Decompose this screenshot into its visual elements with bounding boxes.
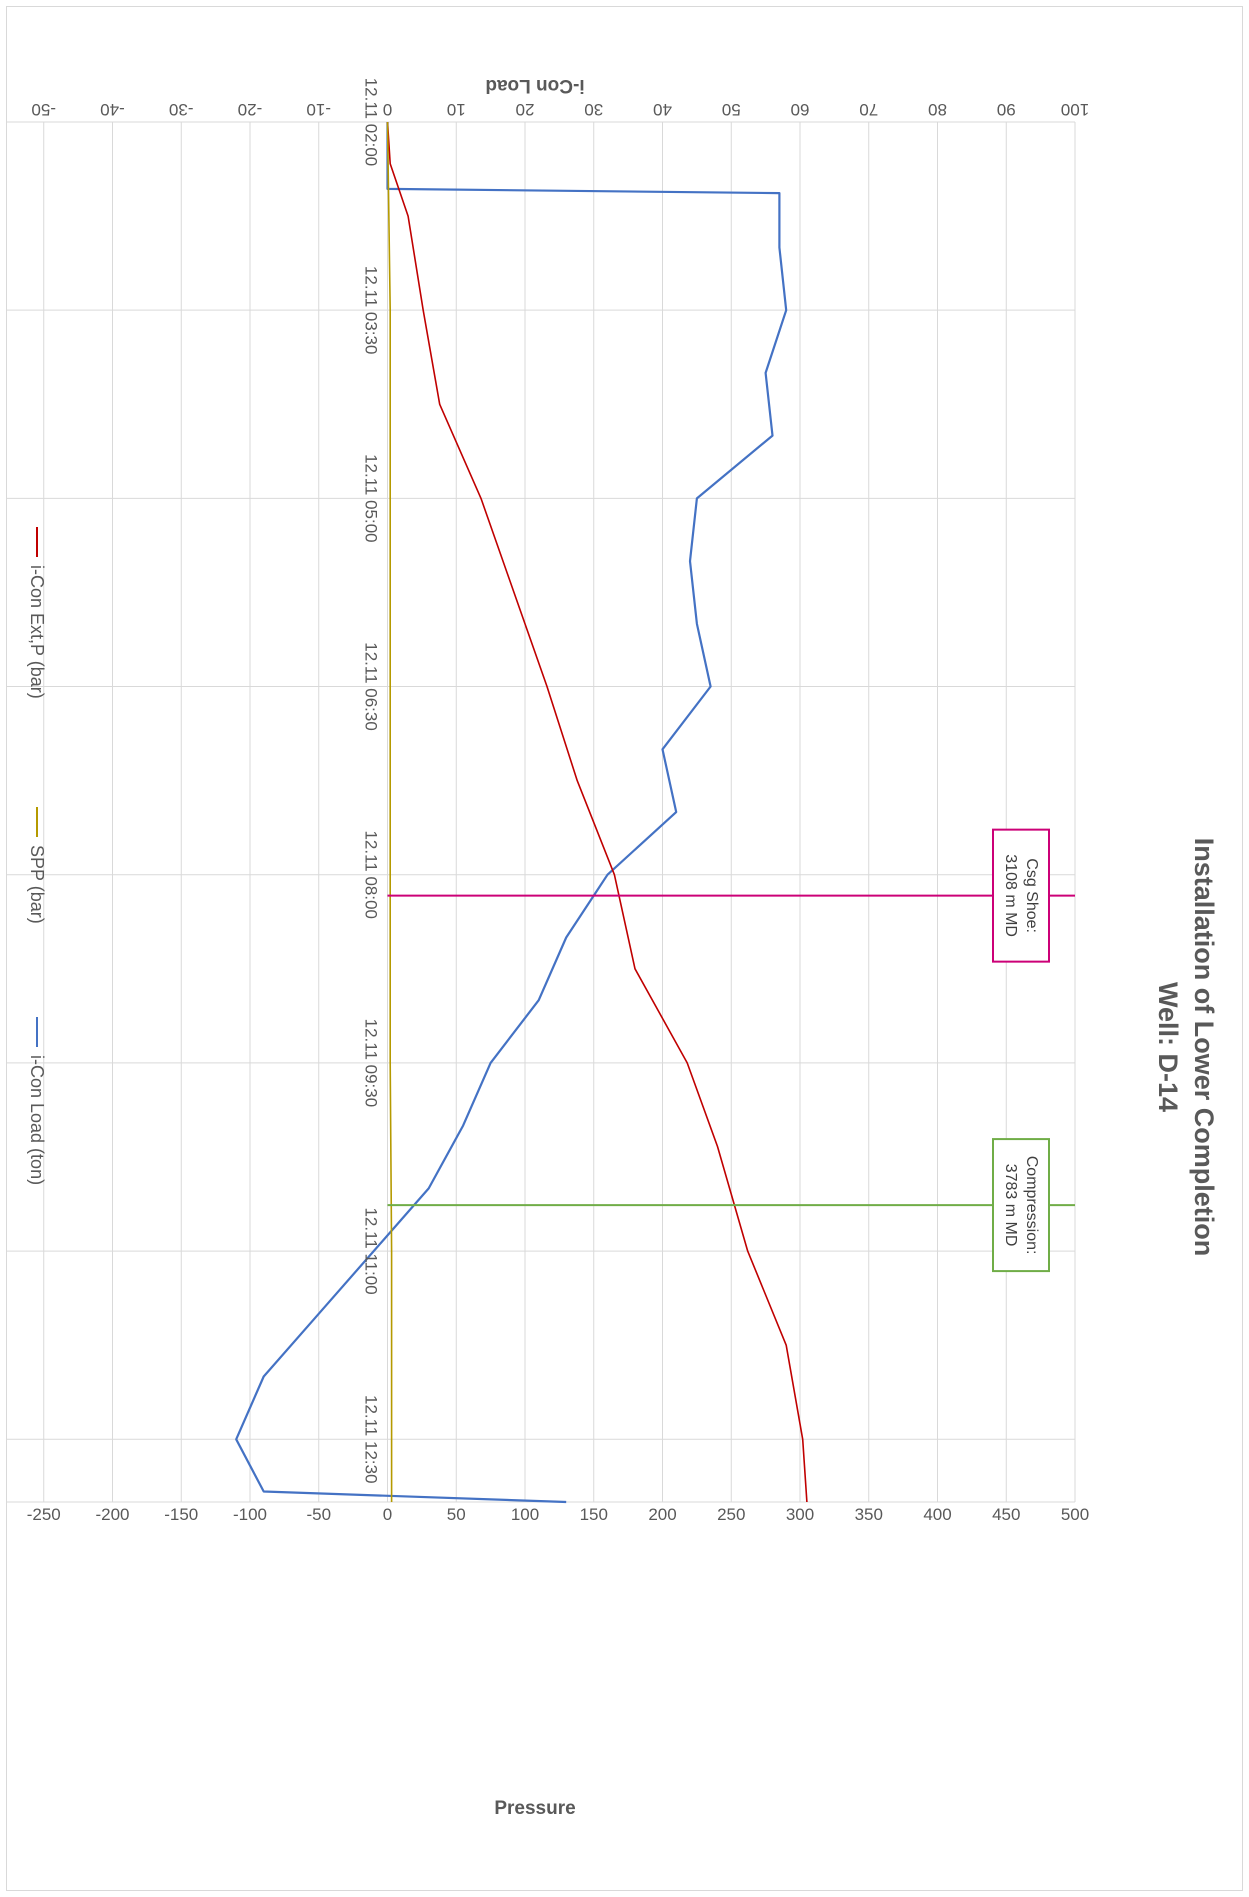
- tick-labels: -60-50-40-30-20-100102030405060708090100…: [27, 78, 1089, 1524]
- x-tick-label: 12.11 09:30: [362, 1019, 381, 1108]
- series-line-2: [235, 122, 788, 1504]
- y-right-tick-label: -200: [95, 1505, 129, 1524]
- y-left-tick-label: 0: [383, 100, 392, 119]
- y-left-tick-label: 20: [516, 100, 535, 119]
- y-right-tick-label: 250: [717, 1505, 745, 1524]
- chart-rotated-area: Csg Shoe: 3108 m MD Compression: 3783 m MD …: [7, 7, 1247, 1887]
- y-left-tick-label: -10: [306, 100, 331, 119]
- y-right-tick-label: -150: [164, 1505, 198, 1524]
- x-tick-label: 12.11 02:00: [362, 78, 381, 167]
- legend-label-0: i-Con Ext,P (bar): [27, 565, 47, 699]
- chart-frame: Csg Shoe: 3108 m MD Compression: 3783 m MD …: [6, 6, 1243, 1891]
- y-right-tick-label: -50: [306, 1505, 331, 1524]
- y-left-tick-label: -50: [31, 100, 56, 119]
- y-right-tick-label: 50: [447, 1505, 466, 1524]
- legend-label-1: SPP (bar): [27, 845, 47, 924]
- annotation-label-1: Compression:: [1023, 1156, 1040, 1255]
- grid: [7, 121, 1076, 1503]
- series-layer: [235, 121, 808, 1504]
- x-tick-label: 12.11 12:30: [362, 1395, 381, 1484]
- x-tick-label: 12.11 05:00: [362, 454, 381, 543]
- y-left-tick-label: 40: [653, 100, 672, 119]
- y-right-axis-title: Pressure: [494, 1798, 575, 1819]
- y-left-tick-label: -20: [238, 100, 263, 119]
- y-right-tick-label: 200: [648, 1505, 676, 1524]
- y-right-tick-label: 500: [1061, 1505, 1089, 1524]
- annotations: Csg Shoe:3108 m MD Compression:3783 m MD: [387, 828, 1075, 1273]
- y-left-tick-label: -30: [169, 100, 194, 119]
- x-tick-label: 12.11 03:30: [362, 266, 381, 355]
- annotation-label-0: Csg Shoe:: [1023, 858, 1040, 933]
- series-line-0: [386, 121, 808, 1503]
- y-left-tick-label: 50: [722, 100, 741, 119]
- y-right-tick-label: 400: [923, 1505, 951, 1524]
- annotation-value-0: 3108 m MD: [1002, 854, 1019, 937]
- y-right-tick-label: -250: [27, 1505, 61, 1524]
- y-left-tick-label: 10: [447, 100, 466, 119]
- y-left-tick-label: 60: [791, 100, 810, 119]
- y-left-axis-title: i-Con Load: [485, 75, 584, 96]
- chart-title: Installation of Lower Completion: [1189, 838, 1219, 1257]
- annotation-box-0: [992, 828, 1050, 963]
- y-left-tick-label: -40: [100, 100, 125, 119]
- y-left-tick-label: 70: [859, 100, 878, 119]
- annotation-box-1: [992, 1138, 1050, 1273]
- chart-subtitle: Well: D-14: [1153, 982, 1183, 1112]
- series-line-1: [386, 121, 393, 1502]
- y-right-tick-label: 350: [855, 1505, 883, 1524]
- x-tick-label: 12.11 08:00: [362, 830, 381, 919]
- legend: i-Con Ext,P (bar) SPP (bar) i-Con Load (to…: [27, 527, 47, 1185]
- y-right-tick-label: 0: [383, 1505, 392, 1524]
- y-left-tick-label: 100: [1061, 100, 1089, 119]
- y-right-tick-label: 450: [992, 1505, 1020, 1524]
- y-left-tick-label: 80: [928, 100, 947, 119]
- y-right-tick-label: 300: [786, 1505, 814, 1524]
- x-tick-label: 12.11 06:30: [362, 642, 381, 731]
- annotation-value-1: 3783 m MD: [1002, 1164, 1019, 1247]
- legend-label-2: i-Con Load (ton): [27, 1055, 47, 1185]
- x-tick-label: 12.11 11:00: [362, 1207, 381, 1294]
- y-right-tick-label: 150: [580, 1505, 608, 1524]
- y-left-tick-label: 90: [997, 100, 1016, 119]
- y-right-tick-label: 100: [511, 1505, 539, 1524]
- y-left-tick-label: 30: [584, 100, 603, 119]
- y-right-tick-label: -100: [233, 1505, 267, 1524]
